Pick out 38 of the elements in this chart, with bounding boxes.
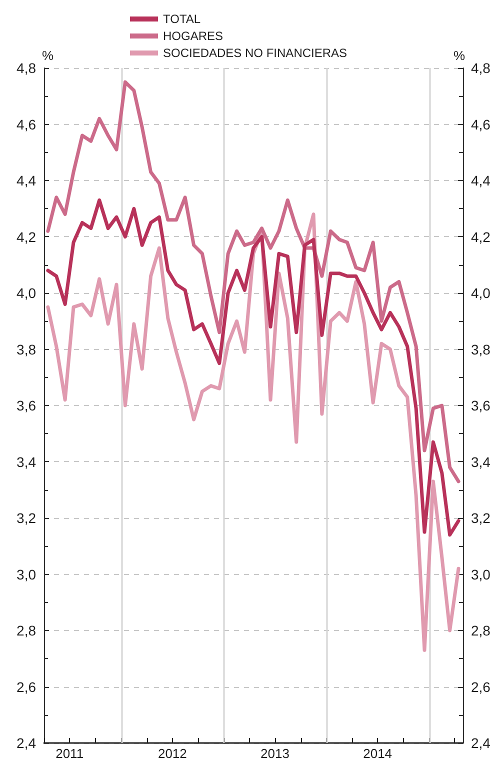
y-tick-label: 4,4 bbox=[16, 172, 36, 188]
y2-tick-label: 2,4 bbox=[471, 735, 491, 751]
y-tick-label: 2,6 bbox=[16, 678, 36, 695]
y2-tick-label: 4,0 bbox=[471, 285, 491, 301]
line-series bbox=[46, 212, 460, 652]
y-tick-label: 3,0 bbox=[16, 566, 36, 582]
line-series bbox=[46, 198, 460, 537]
x-tick-label: 2014 bbox=[363, 746, 392, 760]
y2-tick-label: 3,4 bbox=[471, 454, 491, 470]
y-tick-label: 2,4 bbox=[16, 735, 36, 751]
y2-tick-label: 3,2 bbox=[471, 510, 491, 526]
y2-tick-label: 3,8 bbox=[471, 341, 491, 358]
y-tick-label: 3,8 bbox=[16, 341, 36, 358]
y2-axis-title: % bbox=[453, 48, 466, 63]
y-tick-label: 3,2 bbox=[16, 510, 36, 526]
y-tick-label: 4,0 bbox=[16, 285, 36, 301]
y2-tick-label: 4,4 bbox=[471, 172, 491, 188]
x-tick-label: 2013 bbox=[260, 746, 290, 760]
y-tick-label: 4,6 bbox=[16, 116, 36, 132]
y2-tick-label: 4,8 bbox=[471, 60, 491, 76]
y-tick-label: 3,4 bbox=[16, 454, 36, 470]
y2-tick-label: 2,6 bbox=[471, 678, 491, 695]
legend-label: SOCIEDADES NO FINANCIERAS bbox=[163, 46, 348, 60]
x-tick-label: 2012 bbox=[158, 746, 187, 760]
x-tick-label: 2011 bbox=[56, 746, 84, 760]
line-series bbox=[46, 80, 460, 484]
y2-tick-label: 3,0 bbox=[471, 566, 491, 582]
y2-tick-label: 2,8 bbox=[471, 622, 491, 638]
y-tick-label: 4,2 bbox=[16, 228, 36, 245]
y2-tick-label: 4,2 bbox=[471, 228, 491, 245]
y2-tick-label: 3,6 bbox=[471, 398, 491, 414]
legend-label: TOTAL bbox=[163, 12, 201, 26]
y-axis-title: % bbox=[42, 48, 54, 63]
legend-label: HOGARES bbox=[163, 29, 224, 43]
y-tick-label: 3,6 bbox=[16, 398, 36, 414]
y-tick-label: 2,8 bbox=[16, 622, 36, 638]
y-tick-label: 4,8 bbox=[16, 60, 36, 76]
y2-tick-label: 4,6 bbox=[471, 116, 491, 132]
